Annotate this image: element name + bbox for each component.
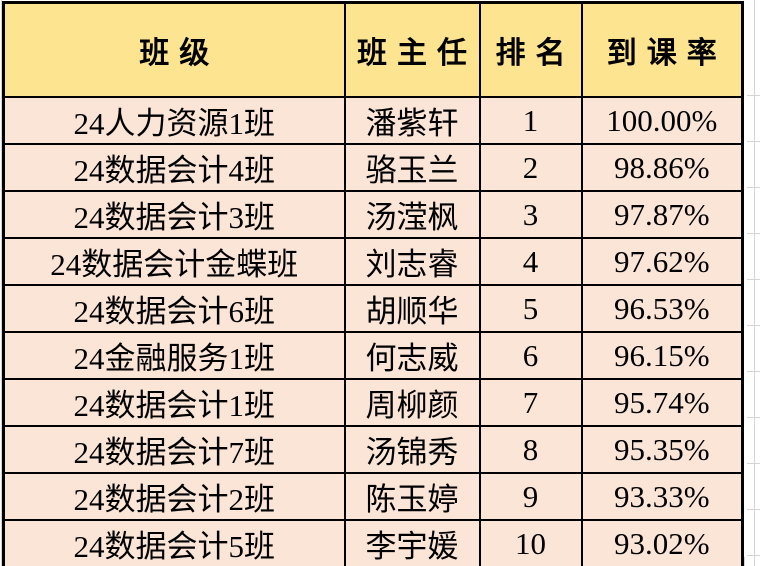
header-cell-rank[interactable]: 排名 xyxy=(478,1,583,98)
rate-cell[interactable]: 96.53% xyxy=(580,284,744,333)
rate-cell[interactable]: 100.00% xyxy=(580,96,744,145)
rate-cell[interactable]: 93.33% xyxy=(580,472,744,521)
class-cell[interactable]: 24数据会计2班 xyxy=(2,472,346,521)
rate-cell[interactable]: 98.86% xyxy=(580,143,744,192)
table-row: 24数据会计7班 汤锦秀 8 95.35% xyxy=(2,425,744,474)
teacher-cell[interactable]: 周柳颜 xyxy=(343,378,481,427)
table-row: 24数据会计1班 周柳颜 7 95.74% xyxy=(2,378,744,427)
gridline-row-stub xyxy=(747,463,760,464)
gridline-right-edge xyxy=(754,0,755,566)
rate-cell[interactable]: 97.62% xyxy=(580,237,744,286)
rate-cell[interactable]: 96.15% xyxy=(580,331,744,380)
teacher-cell[interactable]: 汤锦秀 xyxy=(343,425,481,474)
class-cell[interactable]: 24数据会计1班 xyxy=(2,378,346,427)
header-row: 班级 班主任 排名 到课率 xyxy=(2,1,744,98)
teacher-cell[interactable]: 胡顺华 xyxy=(343,284,481,333)
class-cell[interactable]: 24数据会计3班 xyxy=(2,190,346,239)
table-row: 24人力资源1班 潘紫轩 1 100.00% xyxy=(2,96,744,145)
rank-cell[interactable]: 5 xyxy=(478,284,583,333)
table-row: 24数据会计5班 李宇媛 10 93.02% xyxy=(2,519,744,566)
rank-cell[interactable]: 4 xyxy=(478,237,583,286)
table-row: 24数据会计金蝶班 刘志睿 4 97.62% xyxy=(2,237,744,286)
gridline-row-stub xyxy=(747,555,760,556)
rate-cell[interactable]: 95.74% xyxy=(580,378,744,427)
table-row: 24金融服务1班 何志威 6 96.15% xyxy=(2,331,744,380)
teacher-cell[interactable]: 汤滢枫 xyxy=(343,190,481,239)
rank-cell[interactable]: 3 xyxy=(478,190,583,239)
gridline-row-stub xyxy=(747,95,760,96)
class-cell[interactable]: 24数据会计5班 xyxy=(2,519,346,566)
rate-cell[interactable]: 97.87% xyxy=(580,190,744,239)
teacher-cell[interactable]: 陈玉婷 xyxy=(343,472,481,521)
attendance-rank-table: 班级 班主任 排名 到课率 24人力资源1班 潘紫轩 1 100.00% 24数… xyxy=(2,1,744,566)
gridline-col-stub xyxy=(744,557,745,566)
rank-cell[interactable]: 10 xyxy=(478,519,583,566)
rank-cell[interactable]: 8 xyxy=(478,425,583,474)
class-cell[interactable]: 24数据会计4班 xyxy=(2,143,346,192)
header-cell-teacher[interactable]: 班主任 xyxy=(343,1,481,98)
table-row: 24数据会计3班 汤滢枫 3 97.87% xyxy=(2,190,744,239)
rank-cell[interactable]: 1 xyxy=(478,96,583,145)
teacher-cell[interactable]: 何志威 xyxy=(343,331,481,380)
rank-cell[interactable]: 6 xyxy=(478,331,583,380)
header-cell-class[interactable]: 班级 xyxy=(2,1,346,98)
teacher-cell[interactable]: 李宇媛 xyxy=(343,519,481,566)
class-cell[interactable]: 24金融服务1班 xyxy=(2,331,346,380)
gridline-row-stub xyxy=(747,279,760,280)
gridline-row-stub xyxy=(747,417,760,418)
class-cell[interactable]: 24数据会计7班 xyxy=(2,425,346,474)
gridline-left-edge xyxy=(1,0,2,566)
rate-cell[interactable]: 95.35% xyxy=(580,425,744,474)
rank-cell[interactable]: 2 xyxy=(478,143,583,192)
class-cell[interactable]: 24人力资源1班 xyxy=(2,96,346,145)
rank-cell[interactable]: 9 xyxy=(478,472,583,521)
table-row: 24数据会计4班 骆玉兰 2 98.86% xyxy=(2,143,744,192)
teacher-cell[interactable]: 刘志睿 xyxy=(343,237,481,286)
table-row: 24数据会计2班 陈玉婷 9 93.33% xyxy=(2,472,744,521)
class-cell[interactable]: 24数据会计金蝶班 xyxy=(2,237,346,286)
header-cell-rate[interactable]: 到课率 xyxy=(580,1,744,98)
gridline-row-stub xyxy=(747,371,760,372)
class-cell[interactable]: 24数据会计6班 xyxy=(2,284,346,333)
gridline-row-stub xyxy=(747,509,760,510)
gridline-row-stub xyxy=(747,233,760,234)
gridline-row-stub xyxy=(747,141,760,142)
rank-cell[interactable]: 7 xyxy=(478,378,583,427)
table-row: 24数据会计6班 胡顺华 5 96.53% xyxy=(2,284,744,333)
gridline-row-stub xyxy=(747,187,760,188)
gridline-row-stub xyxy=(747,325,760,326)
rate-cell[interactable]: 93.02% xyxy=(580,519,744,566)
teacher-cell[interactable]: 骆玉兰 xyxy=(343,143,481,192)
teacher-cell[interactable]: 潘紫轩 xyxy=(343,96,481,145)
